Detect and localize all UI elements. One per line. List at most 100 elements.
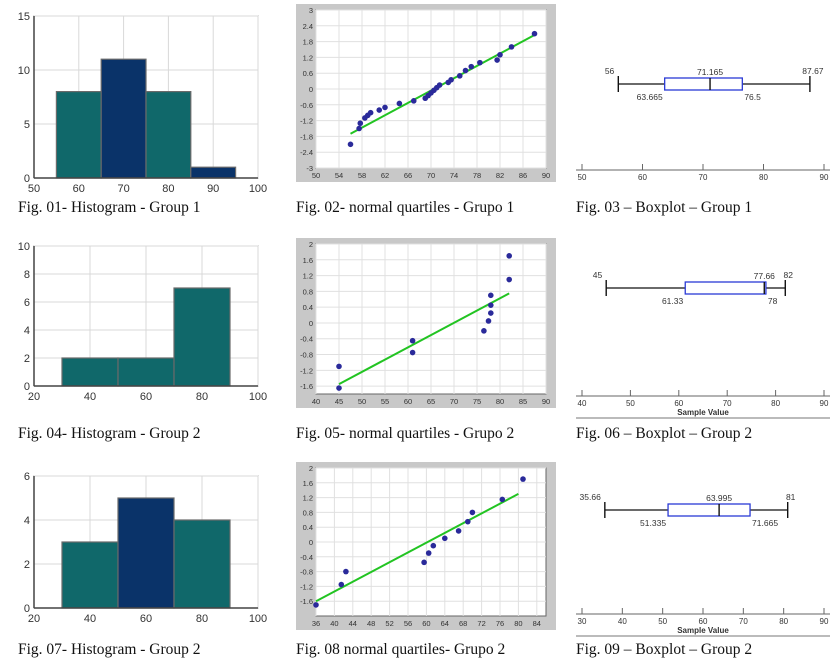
y-tick-label: 6 bbox=[24, 471, 30, 483]
x-tick-label: 55 bbox=[381, 397, 389, 406]
y-tick-label: 1.2 bbox=[303, 272, 313, 281]
box-iqr bbox=[667, 503, 751, 517]
data-point bbox=[442, 535, 448, 542]
x-tick-label: 100 bbox=[249, 613, 267, 625]
fit-line bbox=[350, 34, 535, 135]
fig04-histogram: 20 40 60 80 100 0 2 4 6 8 10 bbox=[10, 240, 270, 408]
fig06-svg: 45 77.66 82 61.33 78 40 50 60 70 80 90 Sample Value bbox=[576, 270, 830, 419]
label-median: 63.995 bbox=[706, 493, 732, 503]
y-tick-label: -1.6 bbox=[300, 382, 313, 391]
data-point bbox=[436, 82, 443, 88]
y-tick-label: 2 bbox=[309, 464, 313, 473]
x-tick-label: 60 bbox=[140, 391, 152, 403]
x-tick-label: 70 bbox=[117, 183, 129, 195]
x-tick-label: 86 bbox=[519, 171, 527, 180]
y-tick-label: 10 bbox=[18, 241, 30, 253]
label-median: 71.165 bbox=[697, 67, 723, 77]
x-axis-label: Sample Value bbox=[677, 626, 729, 635]
x-tick-label: 20 bbox=[28, 391, 40, 403]
x-axis-label: Sample Value bbox=[677, 408, 729, 417]
y-tick-label: 0 bbox=[309, 85, 313, 94]
data-point bbox=[477, 59, 483, 66]
x-tick-label: 20 bbox=[28, 613, 40, 625]
y-tick-label: 0 bbox=[24, 603, 30, 615]
x-tick-label: 66 bbox=[404, 171, 412, 180]
data-point bbox=[356, 125, 362, 132]
label-max: 81 bbox=[786, 492, 796, 502]
y-tick-label: 2.4 bbox=[303, 22, 313, 31]
data-point bbox=[488, 292, 494, 299]
x-tick-label: 85 bbox=[519, 397, 527, 406]
fig01-histogram: 50 60 70 80 90 100 0 5 10 15 bbox=[10, 10, 270, 200]
y-tick-label: -1.2 bbox=[300, 117, 313, 126]
histogram-bar-3 bbox=[173, 519, 231, 609]
data-point bbox=[465, 518, 471, 525]
x-tick-label: 70 bbox=[723, 399, 732, 408]
data-point bbox=[469, 509, 476, 516]
y-tick-label: 1.6 bbox=[303, 479, 313, 488]
label-max: 82 bbox=[784, 270, 794, 280]
y-tick-label: 0 bbox=[24, 173, 30, 185]
fig07-histogram: 20 40 60 80 100 0 2 4 6 bbox=[10, 470, 270, 630]
y-tick-label: -0.4 bbox=[300, 335, 313, 344]
x-tick-label: 60 bbox=[404, 397, 412, 406]
y-tick-label: -1.8 bbox=[300, 132, 313, 141]
x-tick-label: 80 bbox=[779, 617, 788, 626]
y-tick-label: 0.8 bbox=[303, 287, 313, 296]
label-q3: 76.5 bbox=[744, 92, 761, 102]
fig06-caption: Fig. 06 – Boxplot – Group 2 bbox=[576, 425, 753, 442]
data-point bbox=[376, 107, 383, 113]
y-tick-label: -0.8 bbox=[300, 351, 313, 360]
data-point bbox=[468, 63, 475, 70]
histogram-bar-4 bbox=[190, 166, 237, 179]
data-point bbox=[409, 337, 416, 344]
y-tick-label: 15 bbox=[18, 11, 30, 23]
fig09-boxplot: 35.66 63.995 81 51.335 71.665 30 40 50 60 70 80 90 S… bbox=[576, 484, 830, 640]
x-tick-label: 80 bbox=[162, 183, 174, 195]
fit-line bbox=[338, 292, 510, 386]
histogram-bar-1 bbox=[61, 357, 119, 387]
x-tick-label: 80 bbox=[759, 173, 768, 182]
x-tick-label: 80 bbox=[196, 391, 208, 403]
x-tick-label: 60 bbox=[674, 399, 683, 408]
fig02-normal-quantile: 50 54 58 62 66 70 74 78 82 86 90 3 2.4 1.8 1.2 0.6 0 -0.6… bbox=[296, 4, 556, 182]
y-tick-label: 0 bbox=[309, 319, 313, 328]
fig09-caption: Fig. 09 – Boxplot – Group 2 bbox=[576, 641, 753, 658]
x-tick-label: 40 bbox=[312, 397, 320, 406]
fig08-svg: 36 40 44 48 52 56 60 64 68 72 76 80 84 2 1.6 1.2 0.8 0.4 0… bbox=[296, 462, 556, 630]
x-tick-label: 44 bbox=[349, 619, 357, 628]
label-max: 87.67 bbox=[802, 66, 824, 76]
y-tick-label: 4 bbox=[24, 515, 30, 527]
x-tick-label: 48 bbox=[367, 619, 375, 628]
x-tick-label: 62 bbox=[381, 171, 389, 180]
y-tick-label: 1.2 bbox=[303, 494, 313, 503]
fig09-svg: 35.66 63.995 81 51.335 71.665 30 40 50 60 70 80 90 S… bbox=[576, 492, 830, 637]
label-min: 35.66 bbox=[580, 492, 602, 502]
fig08-normal-quantile: 36 40 44 48 52 56 60 64 68 72 76 80 84 2 1.6 1.2 0.8 0.4 0… bbox=[296, 462, 556, 630]
data-point bbox=[338, 581, 345, 588]
fig07-caption: Fig. 07- Histogram - Group 2 bbox=[18, 641, 201, 658]
x-tick-label: 40 bbox=[618, 617, 627, 626]
label-q1: 61.33 bbox=[662, 296, 684, 306]
x-tick-label: 75 bbox=[473, 397, 481, 406]
y-tick-label: 8 bbox=[24, 269, 30, 281]
label-min: 56 bbox=[605, 66, 615, 76]
fig03-boxplot: 56 71.165 87.67 63.665 76.5 50 60 70 80 90 bbox=[576, 58, 830, 188]
x-tick-label: 70 bbox=[699, 173, 708, 182]
x-tick-label: 70 bbox=[450, 397, 458, 406]
histogram-bar-2 bbox=[117, 357, 175, 387]
data-point bbox=[520, 476, 526, 482]
histogram-bar-2 bbox=[117, 497, 175, 609]
fig02-caption: Fig. 02- normal quartiles - Grupo 1 bbox=[296, 199, 515, 216]
x-tick-label: 45 bbox=[335, 397, 343, 406]
fig05-svg: 40 45 50 55 60 65 70 75 80 85 90 2 1.6 1.2 0.8 0.4 0 -0.4… bbox=[296, 238, 556, 408]
data-point bbox=[343, 568, 349, 575]
y-tick-label: 0.6 bbox=[303, 69, 313, 78]
y-tick-label: -3 bbox=[306, 164, 313, 173]
fig01-caption: Fig. 01- Histogram - Group 1 bbox=[18, 199, 201, 216]
label-q1: 63.665 bbox=[637, 92, 663, 102]
y-tick-label: -1.6 bbox=[300, 597, 313, 606]
x-tick-label: 64 bbox=[441, 619, 449, 628]
data-point bbox=[506, 253, 512, 259]
x-tick-label: 30 bbox=[578, 617, 587, 626]
